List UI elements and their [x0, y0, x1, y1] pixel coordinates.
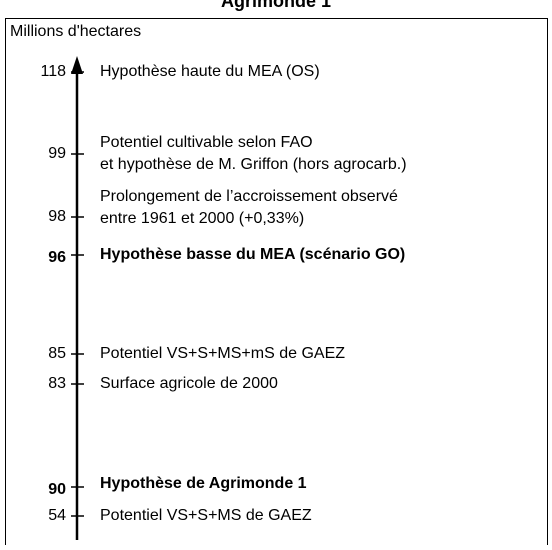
item-label: Potentiel VS+S+MS de GAEZ	[100, 507, 312, 524]
item-label: Potentiel VS+S+MS+mS de GAEZ	[100, 345, 345, 362]
item-value: 83	[48, 375, 66, 392]
item-label: Hypothèse de Agrimonde 1	[100, 475, 307, 492]
item-label: et hypothèse de M. Griffon (hors agrocar…	[100, 156, 407, 173]
frame	[5, 18, 548, 545]
axis-label: Millions d'hectares	[10, 23, 141, 40]
item-label: Potentiel cultivable selon FAO	[100, 134, 313, 151]
item-label: entre 1961 et 2000 (+0,33%)	[100, 210, 304, 227]
item-label: Hypothèse haute du MEA (OS)	[100, 63, 320, 80]
item-value: 96	[48, 249, 66, 266]
title: Agrimonde 1	[221, 0, 331, 11]
item-value: 85	[48, 345, 66, 362]
item-label: Prolongement de l’accroissement observé	[100, 188, 398, 205]
item-value: 99	[48, 145, 66, 162]
item-label: Hypothèse basse du MEA (scénario GO)	[100, 246, 405, 263]
item-value: 90	[48, 481, 66, 498]
item-value: 98	[48, 208, 66, 225]
item-label: Surface agricole de 2000	[100, 375, 278, 392]
item-value: 54	[48, 507, 66, 524]
item-value: 118	[40, 63, 66, 80]
arrowhead	[71, 56, 83, 74]
